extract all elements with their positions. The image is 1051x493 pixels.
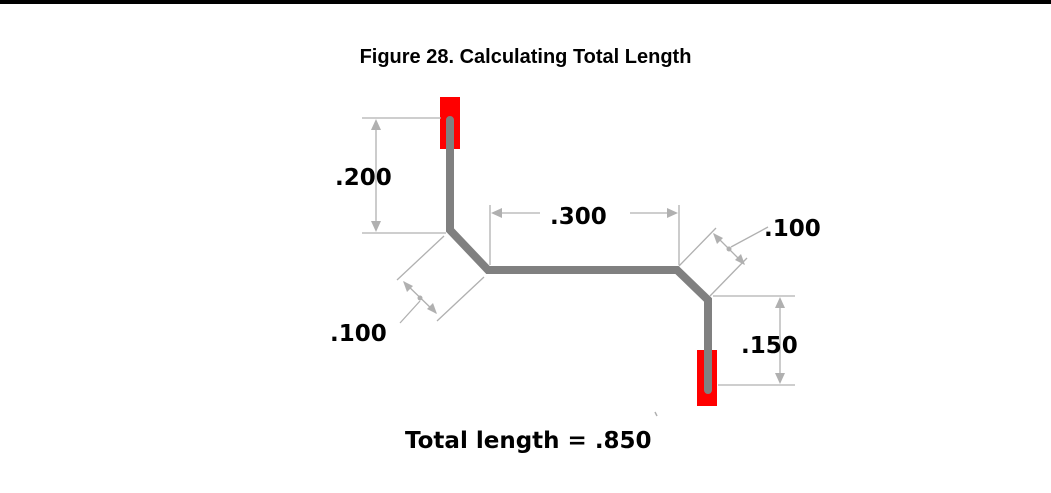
total-length: Total length = .850 <box>405 428 652 454</box>
top-rule <box>0 0 1051 4</box>
label-150: .150 <box>741 333 798 359</box>
dimension-100-left <box>396 235 485 324</box>
trace-path <box>446 116 712 394</box>
label-300: .300 <box>550 204 607 230</box>
label-100-right: .100 <box>764 216 821 242</box>
stray-mark <box>654 411 658 417</box>
dimension-300 <box>489 205 680 265</box>
figure-caption: Figure 28. Calculating Total Length <box>359 46 692 68</box>
label-200: .200 <box>335 165 392 191</box>
dimension-150 <box>713 295 795 386</box>
dimension-100-right <box>678 226 769 297</box>
label-100-left: .100 <box>330 321 387 347</box>
dimension-200 <box>362 117 446 234</box>
